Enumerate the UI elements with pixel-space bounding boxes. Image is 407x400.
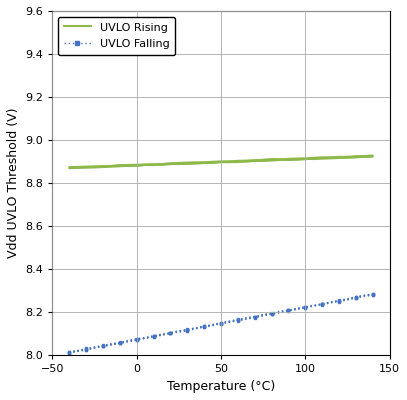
X-axis label: Temperature (°C): Temperature (°C) xyxy=(167,380,275,393)
Y-axis label: Vdd UVLO Threshold (V): Vdd UVLO Threshold (V) xyxy=(7,108,20,258)
Legend: UVLO Rising, UVLO Falling: UVLO Rising, UVLO Falling xyxy=(58,16,175,55)
